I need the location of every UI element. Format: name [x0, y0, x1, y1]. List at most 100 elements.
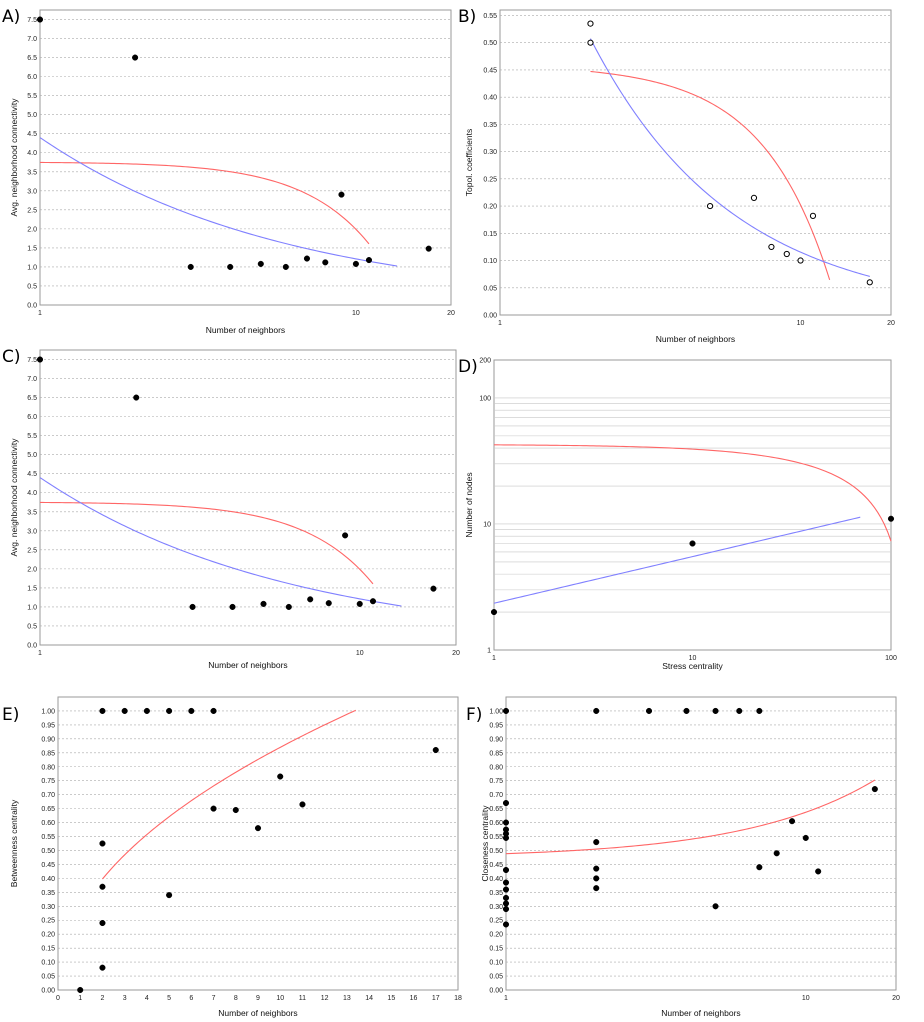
y-tick-label: 0.40: [483, 95, 497, 102]
data-point: [189, 603, 196, 610]
panel-label: A): [2, 7, 20, 27]
plot-area: [499, 9, 892, 316]
chart-panel-3: 1 10 100 200 1 10 100 Stress centrality Number o…: [458, 357, 897, 671]
y-tick-label: 0.0: [27, 643, 37, 650]
x-tick-label: 1: [492, 655, 496, 662]
y-tick-label: 5.5: [27, 433, 37, 440]
data-point: [502, 707, 510, 715]
data-point: [756, 707, 763, 715]
data-point: [188, 707, 195, 715]
data-point: [689, 540, 696, 547]
data-point: [712, 707, 719, 715]
fit-curve: [102, 709, 357, 880]
x-tick-label: 1: [38, 310, 42, 317]
y-tick-label: 7.5: [27, 17, 37, 24]
panel-label: E): [2, 705, 19, 725]
y-tick-label: 4.0: [27, 150, 37, 157]
data-point: [229, 603, 236, 610]
fit-curve: [590, 70, 831, 281]
y-tick-label: 0.20: [41, 932, 55, 939]
y-tick-label: 0.65: [489, 806, 503, 813]
data-point: [143, 707, 150, 715]
plot-area: [493, 359, 892, 651]
data-point: [593, 885, 600, 892]
y-tick-label: 0.35: [489, 890, 503, 897]
y-tick-label: 0.05: [483, 285, 497, 292]
y-tick-label: 7.0: [27, 376, 37, 383]
y-tick-label: 0.40: [41, 876, 55, 883]
data-point: [645, 707, 653, 715]
y-tick-label: 0.50: [483, 40, 497, 47]
y-tick-label: 0.85: [41, 750, 55, 757]
y-tick-label: 0.30: [41, 904, 55, 911]
data-point: [277, 773, 284, 780]
y-tick-label: 0.10: [483, 258, 497, 265]
x-tick-label: 10: [276, 995, 284, 1002]
data-point: [502, 819, 510, 826]
y-tick-label: 2.5: [27, 207, 37, 214]
y-tick-label: 0.25: [483, 176, 497, 183]
y-tick-label: 0.50: [489, 848, 503, 855]
x-tick-label: 10: [797, 320, 805, 327]
data-point: [232, 806, 239, 814]
y-tick-label: 0.75: [489, 778, 503, 785]
x-tick-label: 4: [145, 995, 149, 1002]
y-tick-label: 0.25: [489, 918, 503, 925]
data-point: [166, 892, 173, 899]
x-tick-label: 5: [167, 995, 171, 1002]
data-point: [325, 600, 332, 607]
x-tick-label: 20: [447, 310, 455, 317]
y-tick-label: 0.70: [489, 792, 503, 799]
chart-panel-4: 0.00 0.05 0.10 0.15 0.20 0.25 0.30 0.35 0.40 0.45…: [2, 696, 462, 1018]
fit-curve: [505, 779, 876, 855]
fit-curve: [39, 161, 370, 245]
data-point: [587, 39, 594, 46]
x-tick-label: 10: [352, 310, 360, 317]
x-tick-label: 12: [321, 995, 329, 1002]
x-axis-label: Number of neighbors: [661, 1008, 740, 1018]
y-tick-label: 0.55: [41, 834, 55, 841]
data-point: [254, 825, 262, 832]
y-tick-label: 2.0: [27, 566, 37, 573]
x-tick-label: 2: [100, 995, 104, 1002]
y-tick-label: 1.0: [27, 264, 37, 271]
x-tick-label: 1: [38, 650, 42, 657]
y-tick-label: 1.5: [27, 245, 37, 252]
y-tick-label: 0.80: [41, 764, 55, 771]
data-point: [593, 839, 600, 846]
x-tick-label: 20: [887, 320, 895, 327]
y-tick-label: 6.0: [27, 74, 37, 81]
y-tick-label: 6.5: [27, 55, 37, 62]
data-point: [352, 260, 359, 267]
y-tick-label: 0.15: [41, 946, 55, 953]
data-point: [587, 20, 594, 27]
data-point: [166, 707, 173, 715]
y-tick-label: 7.0: [27, 36, 37, 43]
y-tick-label: 3.5: [27, 509, 37, 516]
data-point: [132, 54, 139, 61]
data-point: [121, 707, 128, 715]
data-point: [809, 212, 817, 219]
y-tick-label: 0.00: [489, 988, 503, 995]
data-point: [502, 834, 510, 841]
data-point: [99, 883, 106, 890]
plot-area: [57, 696, 459, 991]
y-tick-label: 6.5: [27, 395, 37, 402]
y-tick-label: 0.40: [489, 876, 503, 883]
y-tick-label: 0.95: [41, 722, 55, 729]
data-point: [303, 255, 311, 262]
data-point: [706, 202, 714, 210]
x-tick-label: 18: [454, 995, 462, 1002]
data-point: [871, 786, 878, 793]
data-point: [260, 600, 267, 607]
data-point: [99, 919, 106, 927]
y-tick-label: 0.20: [483, 204, 497, 211]
y-tick-label: 1.5: [27, 585, 37, 592]
data-point: [430, 585, 437, 592]
plot-area: [39, 349, 457, 646]
y-tick-label: 0.55: [483, 13, 497, 20]
fit-curve: [589, 38, 870, 277]
data-point: [99, 964, 106, 971]
y-tick-label: 3.0: [27, 188, 37, 195]
